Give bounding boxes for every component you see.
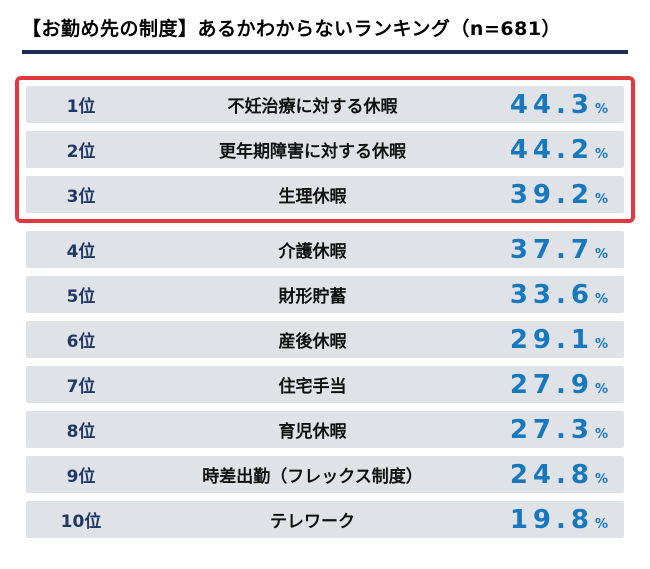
ranking-row: 10位 テレワーク 19.8 %	[26, 501, 624, 538]
rank-label: 6位	[66, 332, 96, 352]
value-cell: 39.2 %	[489, 182, 624, 208]
rank-label: 8位	[66, 422, 96, 442]
item-label: テレワーク	[270, 512, 355, 532]
rank-label: 10位	[60, 512, 102, 532]
ranking-row: 4位 介護休暇 37.7 %	[26, 231, 624, 268]
ranking-row: 1位 不妊治療に対する休暇 44.3 %	[26, 86, 624, 123]
unit-label: %	[594, 426, 608, 442]
value-cell: 44.2 %	[489, 137, 624, 163]
value-text: 44.3	[509, 89, 594, 120]
ranking-list: 1位 不妊治療に対する休暇 44.3 % 2位 更年期障害に対する休暇 44.2…	[15, 76, 635, 538]
value-text: 29.1	[509, 324, 594, 355]
rank-label: 2位	[66, 142, 96, 162]
unit-label: %	[594, 101, 608, 117]
value-text: 39.2	[509, 179, 594, 210]
ranking-row: 2位 更年期障害に対する休暇 44.2 %	[26, 131, 624, 168]
ranking-row: 3位 生理休暇 39.2 %	[26, 176, 624, 213]
value-cell: 24.8 %	[489, 462, 624, 488]
value-cell: 27.3 %	[489, 417, 624, 443]
value-text: 27.3	[509, 414, 594, 445]
value-text: 24.8	[509, 459, 594, 490]
value-cell: 33.6 %	[489, 282, 624, 308]
unit-label: %	[594, 291, 608, 307]
ranking-row: 5位 財形貯蓄 33.6 %	[26, 276, 624, 313]
item-label: 不妊治療に対する休暇	[227, 97, 398, 117]
rank-label: 5位	[66, 287, 96, 307]
value-text: 37.7	[509, 234, 594, 265]
value-cell: 27.9 %	[489, 372, 624, 398]
title-underline	[22, 50, 628, 54]
unit-label: %	[594, 146, 608, 162]
unit-label: %	[594, 246, 608, 262]
item-label: 住宅手当	[278, 377, 347, 397]
page-title: 【お勤め先の制度】あるかわからないランキング（n=681）	[22, 18, 562, 40]
unit-label: %	[594, 336, 608, 352]
unit-label: %	[594, 381, 608, 397]
item-label: 更年期障害に対する休暇	[219, 142, 406, 162]
ranking-row: 7位 住宅手当 27.9 %	[26, 366, 624, 403]
unit-label: %	[594, 191, 608, 207]
rank-label: 3位	[66, 187, 96, 207]
item-label: 時差出勤（フレックス制度）	[202, 467, 423, 487]
item-label: 産後休暇	[278, 332, 347, 352]
unit-label: %	[594, 516, 608, 532]
unit-label: %	[594, 471, 608, 487]
item-label: 財形貯蓄	[278, 287, 347, 307]
highlight-box: 1位 不妊治療に対する休暇 44.3 % 2位 更年期障害に対する休暇 44.2…	[15, 76, 635, 223]
value-text: 44.2	[509, 134, 594, 165]
item-label: 介護休暇	[278, 242, 347, 262]
ranking-row: 6位 産後休暇 29.1 %	[26, 321, 624, 358]
item-label: 生理休暇	[278, 187, 347, 207]
value-cell: 29.1 %	[489, 327, 624, 353]
ranking-row: 8位 育児休暇 27.3 %	[26, 411, 624, 448]
rank-label: 1位	[66, 97, 96, 117]
rank-label: 4位	[66, 242, 96, 262]
value-cell: 37.7 %	[489, 237, 624, 263]
value-cell: 19.8 %	[489, 507, 624, 533]
rank-label: 9位	[66, 467, 96, 487]
item-label: 育児休暇	[278, 422, 347, 442]
ranking-row: 9位 時差出勤（フレックス制度） 24.8 %	[26, 456, 624, 493]
value-cell: 44.3 %	[489, 92, 624, 118]
value-text: 27.9	[509, 369, 594, 400]
value-text: 33.6	[509, 279, 594, 310]
rank-label: 7位	[66, 377, 96, 397]
value-text: 19.8	[509, 504, 594, 535]
